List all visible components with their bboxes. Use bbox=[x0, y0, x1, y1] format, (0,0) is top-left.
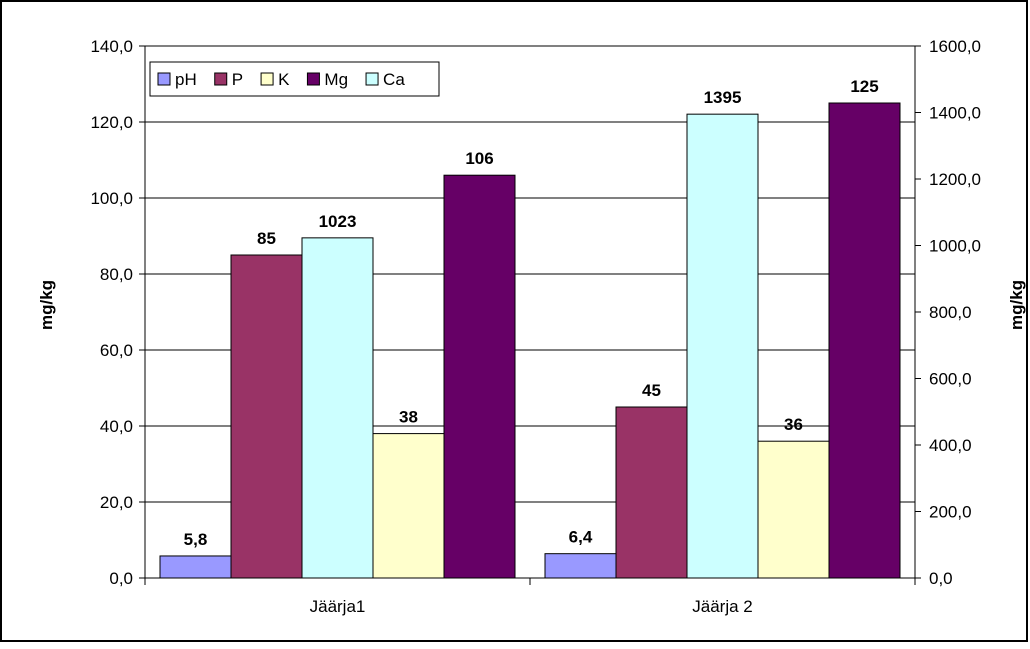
right-tick-label: 800,0 bbox=[929, 303, 972, 322]
right-tick-label: 400,0 bbox=[929, 436, 972, 455]
bar-ca bbox=[301, 237, 374, 579]
left-tick-label: 40,0 bbox=[100, 417, 133, 436]
data-label-mg: 106 bbox=[465, 149, 493, 168]
data-labels: 5,8 85 1023 38 106 6,4 45 1395 36 125 bbox=[184, 77, 879, 549]
right-tick-label: 1600,0 bbox=[929, 37, 981, 56]
bar-ph bbox=[159, 555, 232, 579]
legend-swatch-ca bbox=[365, 72, 379, 86]
bar-k bbox=[757, 440, 830, 579]
right-axis-ticks: 0,0 200,0 400,0 600,0 800,0 1000,0 1200,0 1400,… bbox=[915, 37, 981, 588]
legend-swatch-ph bbox=[157, 72, 171, 86]
left-tick-label: 140,0 bbox=[90, 37, 133, 56]
data-label-ca: 1395 bbox=[704, 88, 742, 107]
right-tick-label: 1000,0 bbox=[929, 237, 981, 256]
right-tick-label: 0,0 bbox=[929, 569, 953, 588]
bar-p bbox=[615, 406, 688, 579]
bar-k bbox=[372, 433, 445, 579]
right-tick-label: 1200,0 bbox=[929, 170, 981, 189]
right-tick-label: 600,0 bbox=[929, 370, 972, 389]
category-label: Jäärja 2 bbox=[692, 597, 752, 616]
category-labels: Jäärja1 Jäärja 2 bbox=[310, 597, 753, 616]
legend-box bbox=[149, 61, 440, 97]
data-label-k: 38 bbox=[399, 408, 418, 427]
right-tick-label: 1400,0 bbox=[929, 104, 981, 123]
data-label-ca: 1023 bbox=[319, 212, 357, 231]
left-tick-label: 60,0 bbox=[100, 341, 133, 360]
left-tick-label: 80,0 bbox=[100, 265, 133, 284]
legend-label-ca: Ca bbox=[383, 70, 405, 89]
bar-mg bbox=[443, 174, 516, 579]
bar-ca bbox=[686, 113, 759, 579]
right-tick-label: 200,0 bbox=[929, 503, 972, 522]
data-label-p: 85 bbox=[257, 229, 276, 248]
legend-label-p: P bbox=[232, 70, 243, 89]
bar-mg bbox=[828, 102, 901, 579]
legend: pH P K Mg Ca bbox=[149, 61, 440, 97]
data-label-ph: 6,4 bbox=[569, 528, 593, 547]
bar-ph bbox=[544, 553, 617, 579]
legend-swatch-mg bbox=[306, 72, 320, 86]
left-axis-ticks: 0,0 20,0 40,0 60,0 80,0 100,0 120,0 140,0 bbox=[90, 37, 145, 588]
bar-p bbox=[230, 254, 303, 579]
data-label-k: 36 bbox=[784, 415, 803, 434]
left-tick-label: 120,0 bbox=[90, 113, 133, 132]
legend-label-mg: Mg bbox=[324, 70, 348, 89]
legend-label-k: K bbox=[278, 70, 290, 89]
data-label-mg: 125 bbox=[850, 77, 878, 96]
left-tick-label: 100,0 bbox=[90, 189, 133, 208]
legend-label-ph: pH bbox=[175, 70, 197, 89]
left-tick-label: 20,0 bbox=[100, 493, 133, 512]
left-axis-title: mg/kg bbox=[37, 280, 56, 330]
left-tick-label: 0,0 bbox=[109, 569, 133, 588]
legend-swatch-p bbox=[214, 72, 228, 86]
data-label-p: 45 bbox=[642, 381, 661, 400]
category-label: Jäärja1 bbox=[310, 597, 366, 616]
legend-swatch-k bbox=[260, 72, 274, 86]
right-axis-title: mg/kg bbox=[1007, 280, 1026, 330]
data-label-ph: 5,8 bbox=[184, 530, 208, 549]
